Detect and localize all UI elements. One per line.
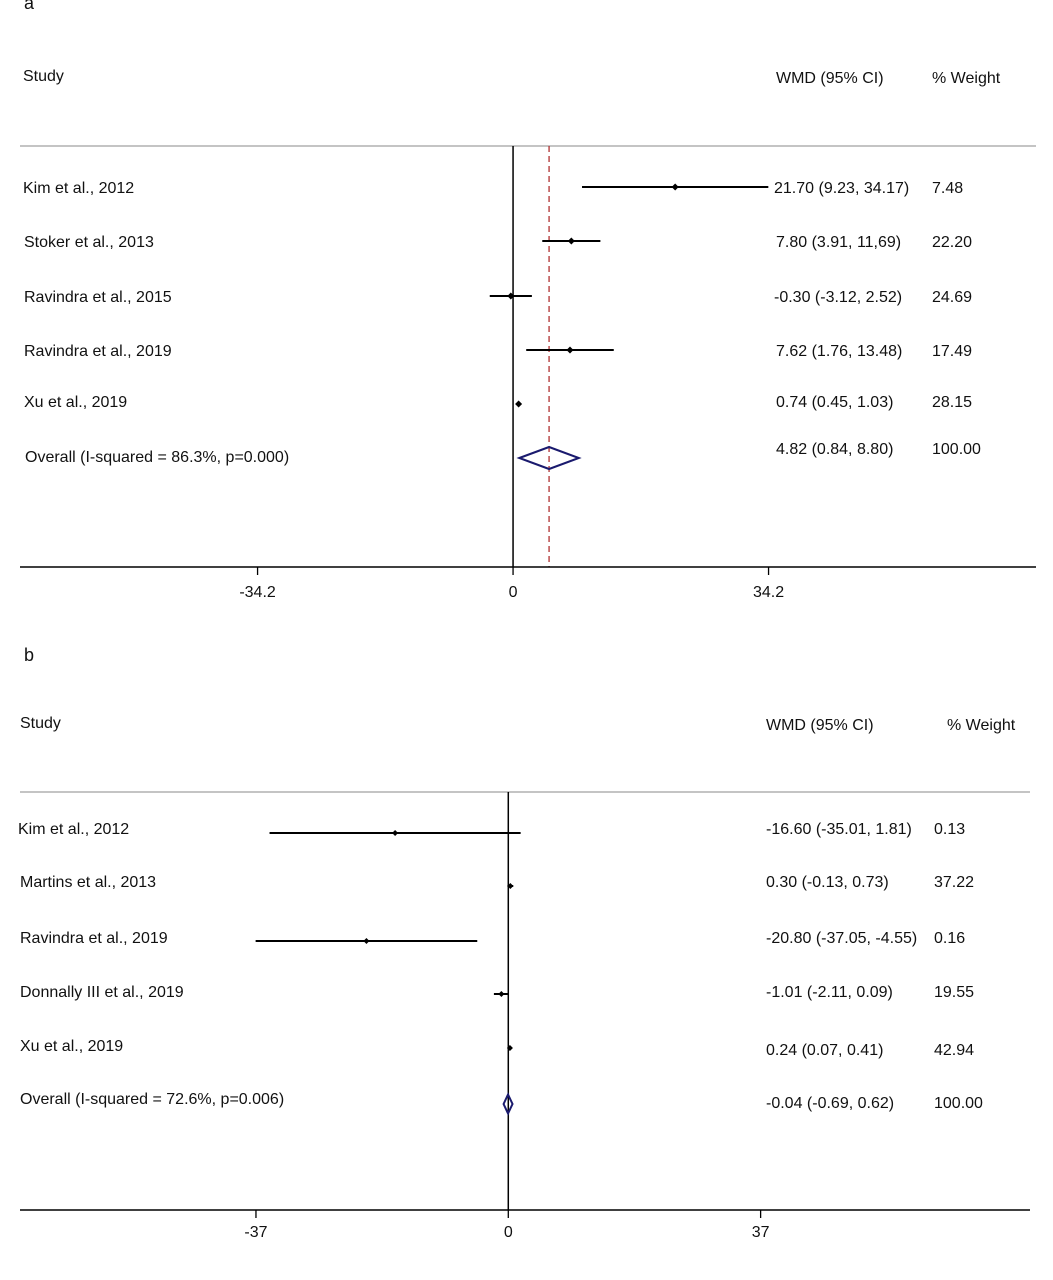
point-estimate (363, 938, 370, 944)
ci-label: -16.60 (-35.01, 1.81) (766, 821, 912, 838)
study-column-header: Study (23, 68, 64, 85)
point-estimate (515, 400, 523, 408)
estimate-column-header: WMD (95% CI) (766, 717, 874, 734)
weight-label: 0.13 (934, 821, 966, 838)
point-estimate (566, 346, 574, 354)
overall-ci-label: -0.04 (-0.69, 0.62) (766, 1095, 895, 1112)
weight-label: 24.69 (932, 289, 973, 306)
study-label: Stoker et al., 2013 (24, 234, 154, 251)
point-estimate (506, 1045, 513, 1051)
x-tick-label: 0 (504, 1224, 513, 1241)
overall-weight-label: 100.00 (934, 1095, 983, 1112)
study-label: Donnally III et al., 2019 (20, 984, 184, 1001)
point-estimate (671, 183, 679, 191)
weight-label: 0.16 (934, 930, 966, 947)
weight-label: 19.55 (934, 984, 975, 1001)
x-tick-label: 34.2 (753, 584, 784, 601)
overall-diamond (516, 445, 582, 471)
point-estimate (507, 883, 514, 889)
study-label: Xu et al., 2019 (24, 394, 128, 411)
ci-label: 7.80 (3.91, 11,69) (776, 234, 902, 251)
x-tick-label: 0 (509, 584, 518, 601)
panel-label-b: b (24, 645, 35, 665)
ci-label: 7.62 (1.76, 13.48) (776, 343, 903, 360)
study-label: Xu et al., 2019 (20, 1038, 124, 1055)
estimate-column-header: WMD (95% CI) (776, 70, 884, 87)
ci-label: -0.30 (-3.12, 2.52) (774, 289, 903, 306)
study-label: Ravindra et al., 2015 (24, 289, 172, 306)
point-estimate (392, 830, 399, 836)
study-label: Kim et al., 2012 (23, 180, 135, 197)
study-label: Kim et al., 2012 (18, 821, 130, 838)
point-estimate (498, 991, 505, 997)
weight-label: 22.20 (932, 234, 973, 251)
overall-ci-label: 4.82 (0.84, 8.80) (776, 441, 894, 458)
ci-label: 0.24 (0.07, 0.41) (766, 1042, 884, 1059)
weight-column-header: % Weight (932, 70, 1001, 87)
ci-label: -1.01 (-2.11, 0.09) (766, 984, 893, 1001)
panel-label-a: a (24, 0, 35, 13)
x-tick-label: -34.2 (239, 584, 276, 601)
weight-label: 28.15 (932, 394, 973, 411)
x-tick-label: 37 (752, 1224, 770, 1241)
study-label: Ravindra et al., 2019 (24, 343, 172, 360)
weight-label: 17.49 (932, 343, 973, 360)
overall-label: Overall (I-squared = 72.6%, p=0.006) (20, 1091, 285, 1108)
weight-label: 42.94 (934, 1042, 975, 1059)
forest-plot-a: -34.2 0 34.2 a Study WMD (95% CI) % Weight… (20, 0, 1036, 601)
ci-label: 0.30 (-0.13, 0.73) (766, 874, 889, 891)
overall-weight-label: 100.00 (932, 441, 981, 458)
overall-diamond (502, 1092, 514, 1116)
weight-label: 37.22 (934, 874, 975, 891)
point-estimate (567, 237, 575, 245)
point-estimate (507, 292, 515, 300)
ci-label: 21.70 (9.23, 34.17) (774, 180, 910, 197)
weight-column-header: % Weight (947, 717, 1016, 734)
forest-plot-a-canvas: -34.2 0 34.2 (20, 145, 1036, 601)
study-label: Martins et al., 2013 (20, 874, 157, 891)
study-column-header: Study (20, 715, 61, 732)
ci-label: -20.80 (-37.05, -4.55) (766, 930, 918, 947)
weight-label: 7.48 (932, 180, 964, 197)
forest-plot-b-canvas: -37 0 37 (20, 791, 1030, 1241)
forest-plot-b: -37 0 37 b Study WMD (95% CI) % Weight Kim… (0, 640, 1053, 1280)
overall-label: Overall (I-squared = 86.3%, p=0.000) (25, 449, 290, 466)
study-label: Ravindra et al., 2019 (20, 930, 168, 947)
x-tick-label: -37 (244, 1224, 267, 1241)
ci-label: 0.74 (0.45, 1.03) (776, 394, 894, 411)
